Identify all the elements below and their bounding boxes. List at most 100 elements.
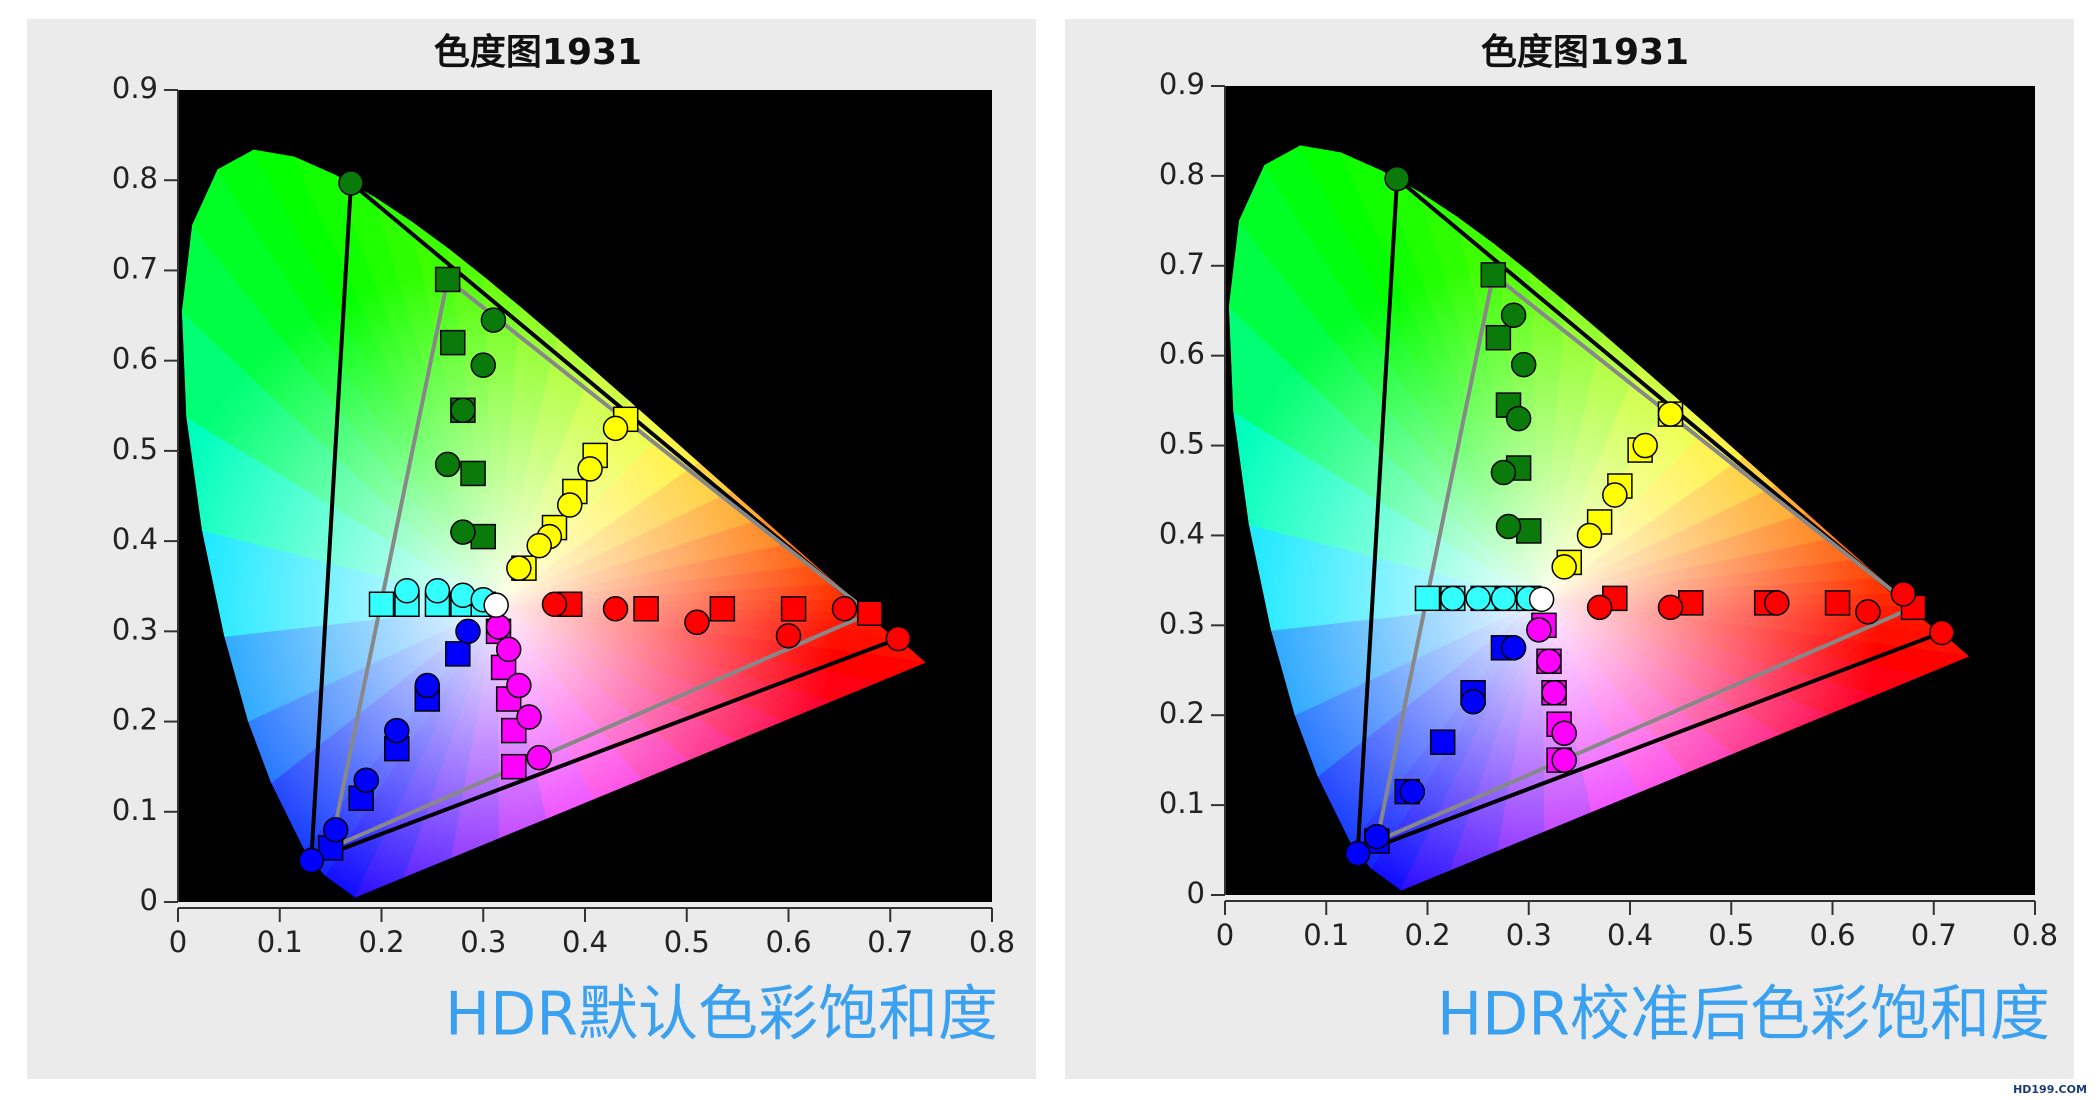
measured-point [322, 817, 349, 843]
x-tick-label: 0.3 [460, 925, 506, 959]
y-tick-label: 0.7 [112, 251, 158, 285]
measured-point [1551, 554, 1577, 580]
x-tick-label: 0 [169, 925, 187, 959]
measured-point [483, 592, 509, 618]
target-point [470, 523, 496, 550]
measured-point [1551, 720, 1577, 746]
measured-point [526, 532, 552, 559]
target-point [633, 596, 659, 622]
y-tick-label: 0.2 [112, 703, 158, 737]
target-point [460, 460, 486, 487]
y-tick-label: 0.2 [1159, 696, 1205, 730]
measured-point [684, 609, 710, 636]
measured-point [1657, 594, 1684, 621]
measured-point [1602, 482, 1628, 508]
y-tick-label: 0.8 [1159, 157, 1205, 191]
measured-point [1399, 778, 1426, 805]
measured-point [556, 492, 583, 518]
chart: 色度图1931 HDR默认色彩饱和度 0 0.1 0.2 0.3 0.4 0.5 0.6 0.7 0… [112, 32, 1015, 1050]
measured-point [1364, 823, 1390, 850]
x-tick-label: 0.8 [2012, 918, 2058, 952]
y-tick-label: 0.3 [1159, 606, 1205, 640]
y-tick-label: 0.3 [112, 612, 158, 646]
measured-point [1632, 432, 1658, 459]
x-tick-label: 0.7 [1911, 918, 1957, 952]
target-point [439, 329, 466, 356]
measured-point [1541, 680, 1567, 706]
x-tick-label: 0.4 [562, 925, 608, 959]
y-tick-label: 0.6 [1159, 337, 1205, 371]
gamut-triangle [1374, 271, 1918, 845]
watermark: HD199.COM [2013, 1083, 2087, 1096]
measured-point [384, 717, 410, 744]
measured-point [353, 767, 379, 793]
x-tick-label: 0.3 [1506, 918, 1552, 952]
measured-point [1384, 165, 1410, 192]
gamut-triangle [327, 275, 874, 852]
y-tick-label: 0.4 [112, 522, 158, 556]
measured-point [1490, 459, 1517, 486]
measured-point [775, 623, 802, 649]
measured-point [394, 577, 420, 604]
measured-point [485, 614, 512, 640]
x-tick-label: 0.6 [1809, 918, 1855, 952]
y-tick-label: 0.9 [112, 71, 158, 105]
y-tick-label: 0.7 [1159, 247, 1205, 281]
measured-point [1576, 522, 1603, 549]
chart-title: 色度图1931 [434, 32, 642, 73]
x-tick-label: 0.6 [765, 925, 811, 959]
y-tick-label: 0.6 [112, 342, 158, 376]
measured-point [434, 451, 461, 478]
measured-point [602, 415, 629, 442]
target-point [368, 591, 395, 618]
measured-point [1510, 351, 1537, 378]
x-tick-label: 0.7 [867, 925, 913, 959]
measured-point [1465, 585, 1491, 612]
chart: 色度图1931 HDR校准后色彩饱和度 0 0.1 0.2 0.3 0.4 0.5 0.6 0.7… [1159, 32, 2058, 1050]
target-point [780, 596, 807, 622]
measured-point [1586, 594, 1613, 621]
y-tick-label: 0 [1187, 876, 1205, 910]
target-point [857, 600, 883, 627]
measured-point [1764, 590, 1790, 616]
x-tick-label: 0.5 [1708, 918, 1754, 952]
measured-point [1526, 617, 1552, 643]
chart-title: 色度图1931 [1481, 32, 1689, 73]
x-tick-label: 0.1 [1303, 918, 1349, 952]
x-tick-label: 0.8 [969, 925, 1015, 959]
target-point [1414, 585, 1441, 612]
measured-point [1536, 648, 1562, 675]
measured-point [1551, 747, 1577, 773]
x-tick-label: 0 [1216, 918, 1234, 952]
x-tick-label: 0.2 [1404, 918, 1450, 952]
target-point [434, 266, 461, 293]
measured-point [470, 352, 496, 378]
measured-point [1344, 840, 1371, 867]
target-point [1485, 324, 1512, 351]
measured-point [1500, 635, 1527, 661]
measured-point [455, 618, 481, 645]
measured-point [831, 596, 858, 622]
y-tick-label: 0.5 [112, 432, 158, 466]
measured-point [1855, 599, 1881, 625]
measured-point [450, 519, 476, 545]
measured-point [1505, 405, 1532, 432]
x-tick-label: 0.4 [1607, 918, 1653, 952]
measured-point [506, 672, 532, 699]
target-point [1824, 590, 1851, 616]
measured-point [1495, 513, 1522, 540]
measured-point [885, 625, 912, 652]
y-tick-label: 0.4 [1159, 516, 1205, 550]
measured-point [298, 847, 325, 874]
measured-point [1440, 585, 1466, 612]
measured-point [480, 307, 507, 333]
measured-point [541, 591, 568, 618]
measured-point [414, 672, 441, 699]
x-tick-label: 0.5 [664, 925, 710, 959]
caption: HDR校准后色彩饱和度 [1437, 980, 2050, 1050]
caption: HDR默认色彩饱和度 [445, 980, 998, 1050]
measured-point [338, 170, 364, 196]
measured-point [602, 596, 629, 622]
measured-point [450, 397, 476, 424]
measured-point [506, 555, 532, 581]
